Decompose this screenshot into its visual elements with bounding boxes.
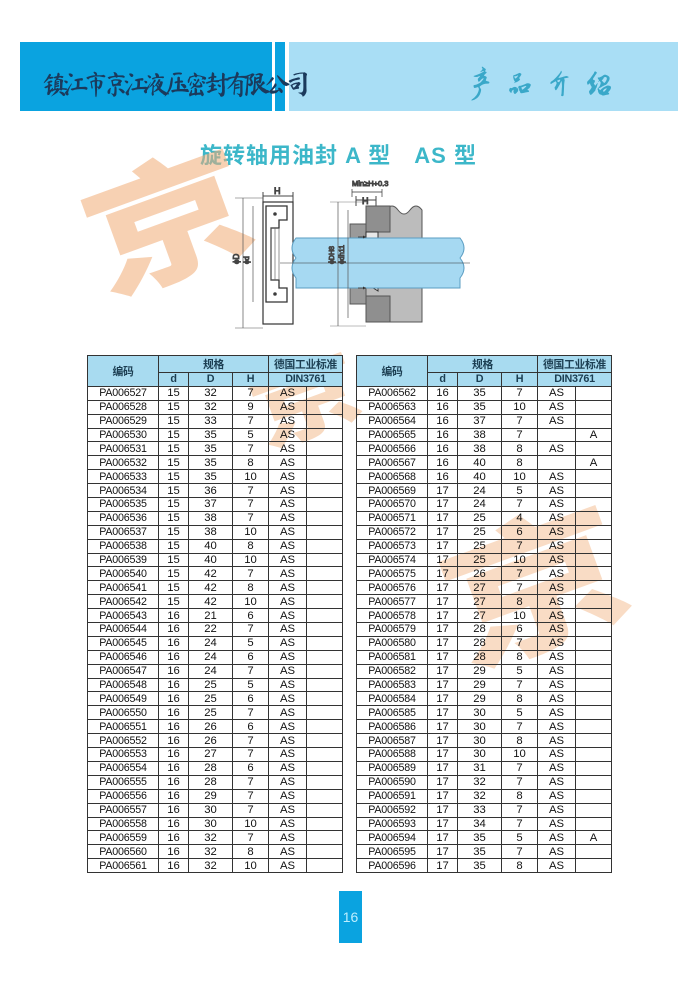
svg-text:H: H <box>274 186 281 196</box>
svg-text:ϕDH8: ϕDH8 <box>329 246 336 264</box>
svg-text:H: H <box>362 196 369 206</box>
svg-text:ϕd: ϕd <box>244 256 251 264</box>
svg-text:ϕdh11: ϕdh11 <box>339 245 346 264</box>
svg-text:Min≥H+0.3: Min≥H+0.3 <box>352 180 388 188</box>
svg-text:ϕD: ϕD <box>232 254 241 264</box>
